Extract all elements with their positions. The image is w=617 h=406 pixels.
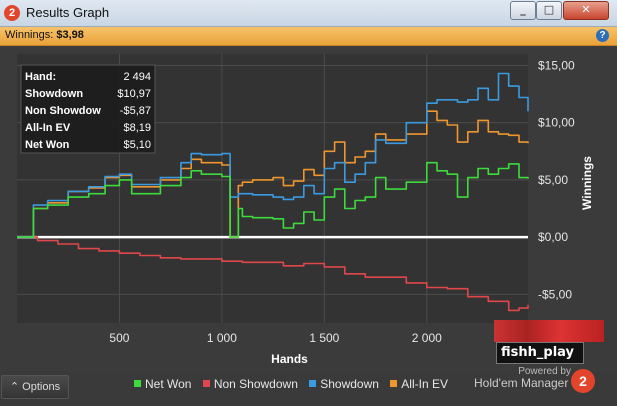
stats-value: $10,97 — [117, 88, 151, 100]
y-tick-label: $0,00 — [538, 230, 568, 244]
footer: ⌃ Options Net Won Non Showdown Showdown … — [0, 366, 617, 406]
hm2-app-icon: 2 — [4, 5, 20, 21]
y-tick-label: $5,00 — [538, 173, 568, 187]
stats-label: All-In EV — [25, 122, 71, 134]
x-tick-label: 2 000 — [412, 331, 442, 345]
maximize-button[interactable]: □ — [536, 1, 562, 20]
stats-value: $8,19 — [123, 122, 151, 134]
x-axis-title: Hands — [271, 352, 308, 366]
options-button[interactable]: ⌃ Options — [1, 375, 69, 399]
minimize-button[interactable]: _ — [510, 1, 536, 20]
legend-item-net-won: Net Won — [134, 377, 191, 391]
stats-label: Non Showdow — [25, 105, 101, 117]
stats-label: Showdown — [25, 88, 83, 100]
x-tick-label: 500 — [109, 331, 129, 345]
stats-label: Hand: — [25, 71, 56, 83]
powered-by-label: Powered by — [518, 366, 571, 377]
stats-box-background — [20, 64, 156, 154]
options-label: Options — [22, 381, 61, 393]
close-button[interactable]: ✕ — [563, 1, 609, 20]
stats-value: -$5,87 — [120, 105, 151, 117]
y-tick-label: -$5,00 — [538, 287, 572, 301]
stats-value: 2 494 — [123, 71, 151, 83]
hm2-logo-icon: 2 — [571, 369, 595, 393]
series-line-showdown — [17, 72, 529, 238]
winnings-label: Winnings: — [5, 29, 54, 41]
brand-name: Hold'em Manager — [474, 376, 569, 390]
title-bar[interactable]: 2 Results Graph _ □ ✕ — [0, 0, 617, 27]
winnings-value: $3,98 — [56, 29, 84, 41]
x-tick-label: 1 000 — [207, 331, 237, 345]
stats-box: Hand: 2 494 Showdown $10,97 Non Showdow -$5,8… — [20, 64, 156, 154]
chevron-up-icon: ⌃ — [9, 381, 20, 393]
series-line-non-showdown — [17, 236, 529, 312]
legend-swatch — [202, 380, 210, 387]
chart-legend: Net Won Non Showdown Showdown All-In EV — [134, 377, 456, 391]
legend-item-showdown: Showdown — [309, 377, 379, 391]
y-axis-title: Winnings — [580, 156, 594, 210]
stats-label: Net Won — [25, 139, 70, 151]
results-chart: 500 1 000 1 500 2 000 -$5,00 $0,00 $5,00 $10,00… — [0, 46, 617, 372]
help-icon[interactable]: ? — [596, 29, 609, 42]
legend-swatch — [309, 380, 317, 387]
y-tick-label: $10,00 — [538, 116, 575, 130]
legend-item-all-in-ev: All-In EV — [390, 377, 448, 391]
legend-swatch — [390, 380, 398, 387]
hud-card-strip — [494, 320, 604, 342]
series-line-all-in-ev — [17, 110, 529, 238]
stats-value: $5,10 — [123, 139, 151, 151]
y-tick-label: $15,00 — [538, 58, 575, 72]
winnings-bar: Winnings: $3,98 ? — [0, 27, 617, 46]
x-tick-label: 1 500 — [309, 331, 339, 345]
hud-overlay[interactable]: fishh_play — [494, 320, 604, 364]
window-title: Results Graph — [26, 5, 110, 20]
legend-swatch — [134, 380, 141, 387]
legend-item-non-showdown: Non Showdown — [202, 377, 298, 391]
series-line-net-won — [17, 161, 529, 238]
hud-player-name: fishh_play — [496, 342, 584, 364]
